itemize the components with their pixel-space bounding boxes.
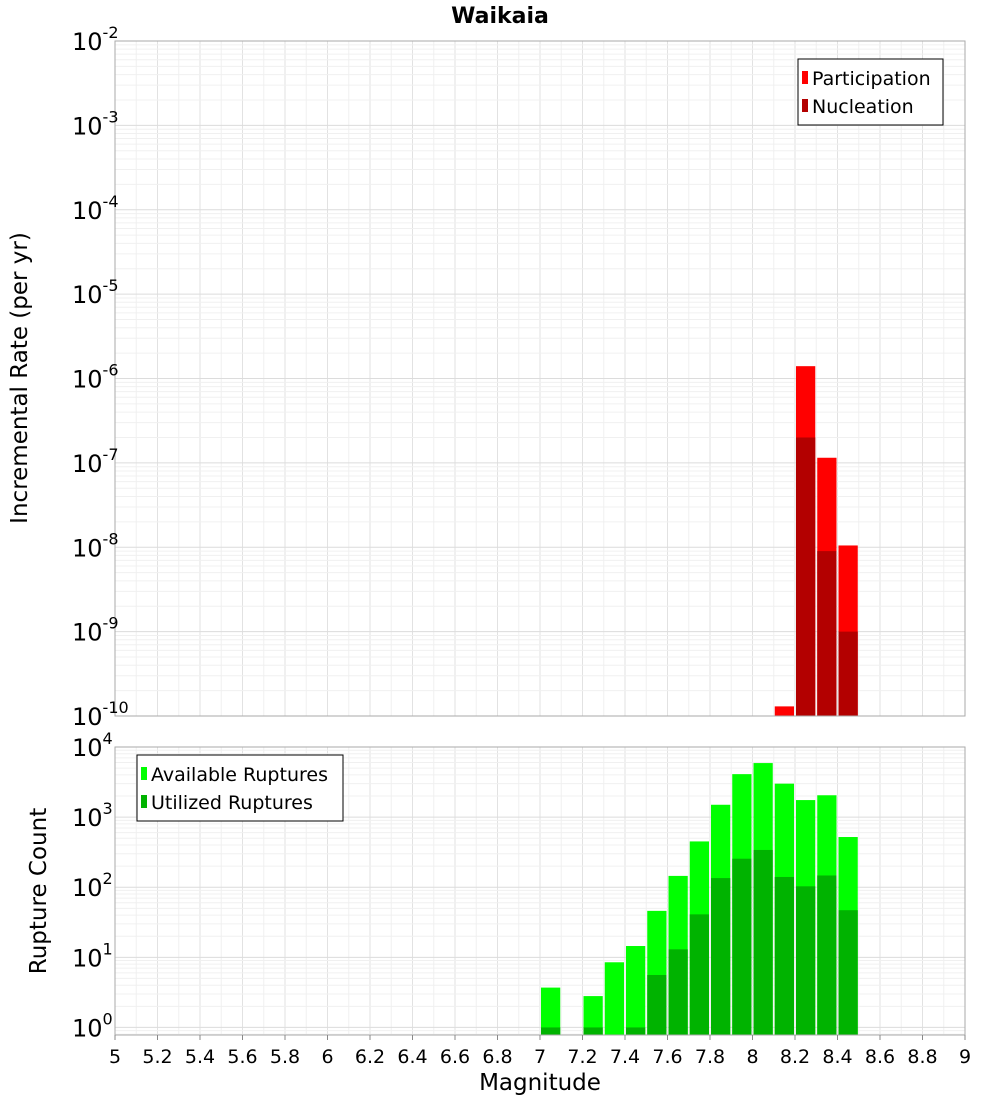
bar-inner-bottom [647, 974, 667, 1035]
top-legend: Participation Nucleation [797, 58, 944, 126]
y-tick-label: 104 [72, 729, 113, 762]
bar-bottom [541, 987, 561, 1035]
y-tick-label: 103 [72, 799, 113, 832]
bar-inner-bottom [732, 858, 752, 1035]
legend-swatch [802, 99, 808, 112]
x-tick-label: 8 [746, 1046, 758, 1068]
x-tick-label: 5 [109, 1046, 121, 1068]
y-tick-label: 10-9 [72, 614, 119, 647]
y-tick-label: 100 [72, 1009, 113, 1042]
bar-inner-top [838, 631, 858, 716]
legend-swatch [802, 71, 808, 84]
x-tick-label: 8.2 [780, 1046, 810, 1068]
bar-inner-top [796, 437, 816, 716]
bar-inner-top [817, 551, 837, 716]
top-grid [114, 40, 966, 717]
bar-top [774, 706, 794, 716]
bottom-y-tick-labels: 104 103 102 101 100 [72, 729, 113, 1042]
top-y-tick-labels: 10-2 10-3 10-4 10-5 10-6 10-7 10-8 10-9 10-10 [72, 23, 129, 731]
bar-inner-bottom [583, 1027, 603, 1035]
y-tick-label: 10-3 [72, 107, 119, 140]
top-bars [774, 366, 858, 716]
x-tick-label: 8.6 [865, 1046, 895, 1068]
x-axis-label: Magnitude [479, 1070, 601, 1096]
x-tick-label: 8.4 [822, 1046, 852, 1068]
y-tick-label: 10-2 [72, 23, 119, 56]
bottom-bars [541, 763, 858, 1035]
legend-box [797, 58, 944, 126]
x-tick-label: 5.8 [270, 1046, 300, 1068]
y-tick-label: 10-10 [72, 698, 129, 731]
legend-swatch [141, 767, 147, 780]
x-tick-label: 7.4 [610, 1046, 640, 1068]
x-tick-label: 6.6 [440, 1046, 470, 1068]
x-tick-label: 7.8 [695, 1046, 725, 1068]
x-tick-label: 5.2 [142, 1046, 172, 1068]
legend-label: Available Ruptures [151, 764, 328, 786]
top-plot-border [114, 40, 966, 717]
top-plot-panel: 10-2 10-3 10-4 10-5 10-6 10-7 10-8 10-9 10-10 In… [7, 23, 966, 731]
bar-bottom [583, 996, 603, 1035]
bar-inner-bottom [838, 910, 858, 1035]
legend-label: Nucleation [812, 96, 914, 118]
y-tick-label: 102 [72, 869, 113, 902]
bar-inner-bottom [753, 849, 773, 1035]
bar-inner-bottom [689, 914, 709, 1035]
x-tick-label: 6.2 [355, 1046, 385, 1068]
x-tick-label: 5.6 [227, 1046, 257, 1068]
x-tick-label: 5.4 [185, 1046, 215, 1068]
y-tick-label: 10-5 [72, 276, 119, 309]
legend-label: Participation [812, 68, 931, 90]
bar-inner-bottom [626, 1027, 646, 1035]
x-tick-label: 6.4 [397, 1046, 427, 1068]
legend-box [136, 754, 344, 822]
y-tick-label: 10-4 [72, 192, 119, 225]
x-tick-label: 9 [959, 1046, 971, 1068]
legend-swatch [141, 795, 147, 808]
x-tick-label: 6.8 [482, 1046, 512, 1068]
bar-inner-bottom [796, 886, 816, 1035]
legend-label: Utilized Ruptures [151, 792, 313, 814]
bottom-y-axis-label: Rupture Count [26, 808, 52, 974]
bar-inner-bottom [774, 876, 794, 1035]
bottom-plot-panel: 104 103 102 101 100 5 5.2 5.4 5.6 5.8 6 6.2 6.4 6.6 6… [26, 729, 971, 1096]
bar-inner-bottom [541, 1027, 561, 1035]
chart-title: Waikaia [451, 4, 549, 29]
bar-bottom [626, 946, 646, 1035]
y-tick-label: 10-6 [72, 361, 119, 394]
x-tick-labels: 5 5.2 5.4 5.6 5.8 6 6.2 6.4 6.6 6.8 7 7.2 7.4 7.6 7.8 8… [109, 1035, 971, 1068]
x-tick-label: 6 [321, 1046, 333, 1068]
bar-inner-bottom [668, 949, 688, 1035]
top-y-axis-label: Incremental Rate (per yr) [7, 232, 33, 524]
x-tick-label: 7.2 [567, 1046, 597, 1068]
bar-inner-bottom [711, 878, 731, 1035]
bar-inner-bottom [817, 875, 837, 1035]
y-tick-label: 10-8 [72, 529, 119, 562]
bottom-legend: Available Ruptures Utilized Ruptures [136, 754, 344, 822]
x-tick-label: 7 [534, 1046, 546, 1068]
bar-bottom [604, 962, 624, 1035]
y-tick-label: 101 [72, 939, 113, 972]
y-tick-label: 10-7 [72, 445, 119, 478]
x-tick-label: 7.6 [652, 1046, 682, 1068]
x-tick-label: 8.8 [907, 1046, 937, 1068]
